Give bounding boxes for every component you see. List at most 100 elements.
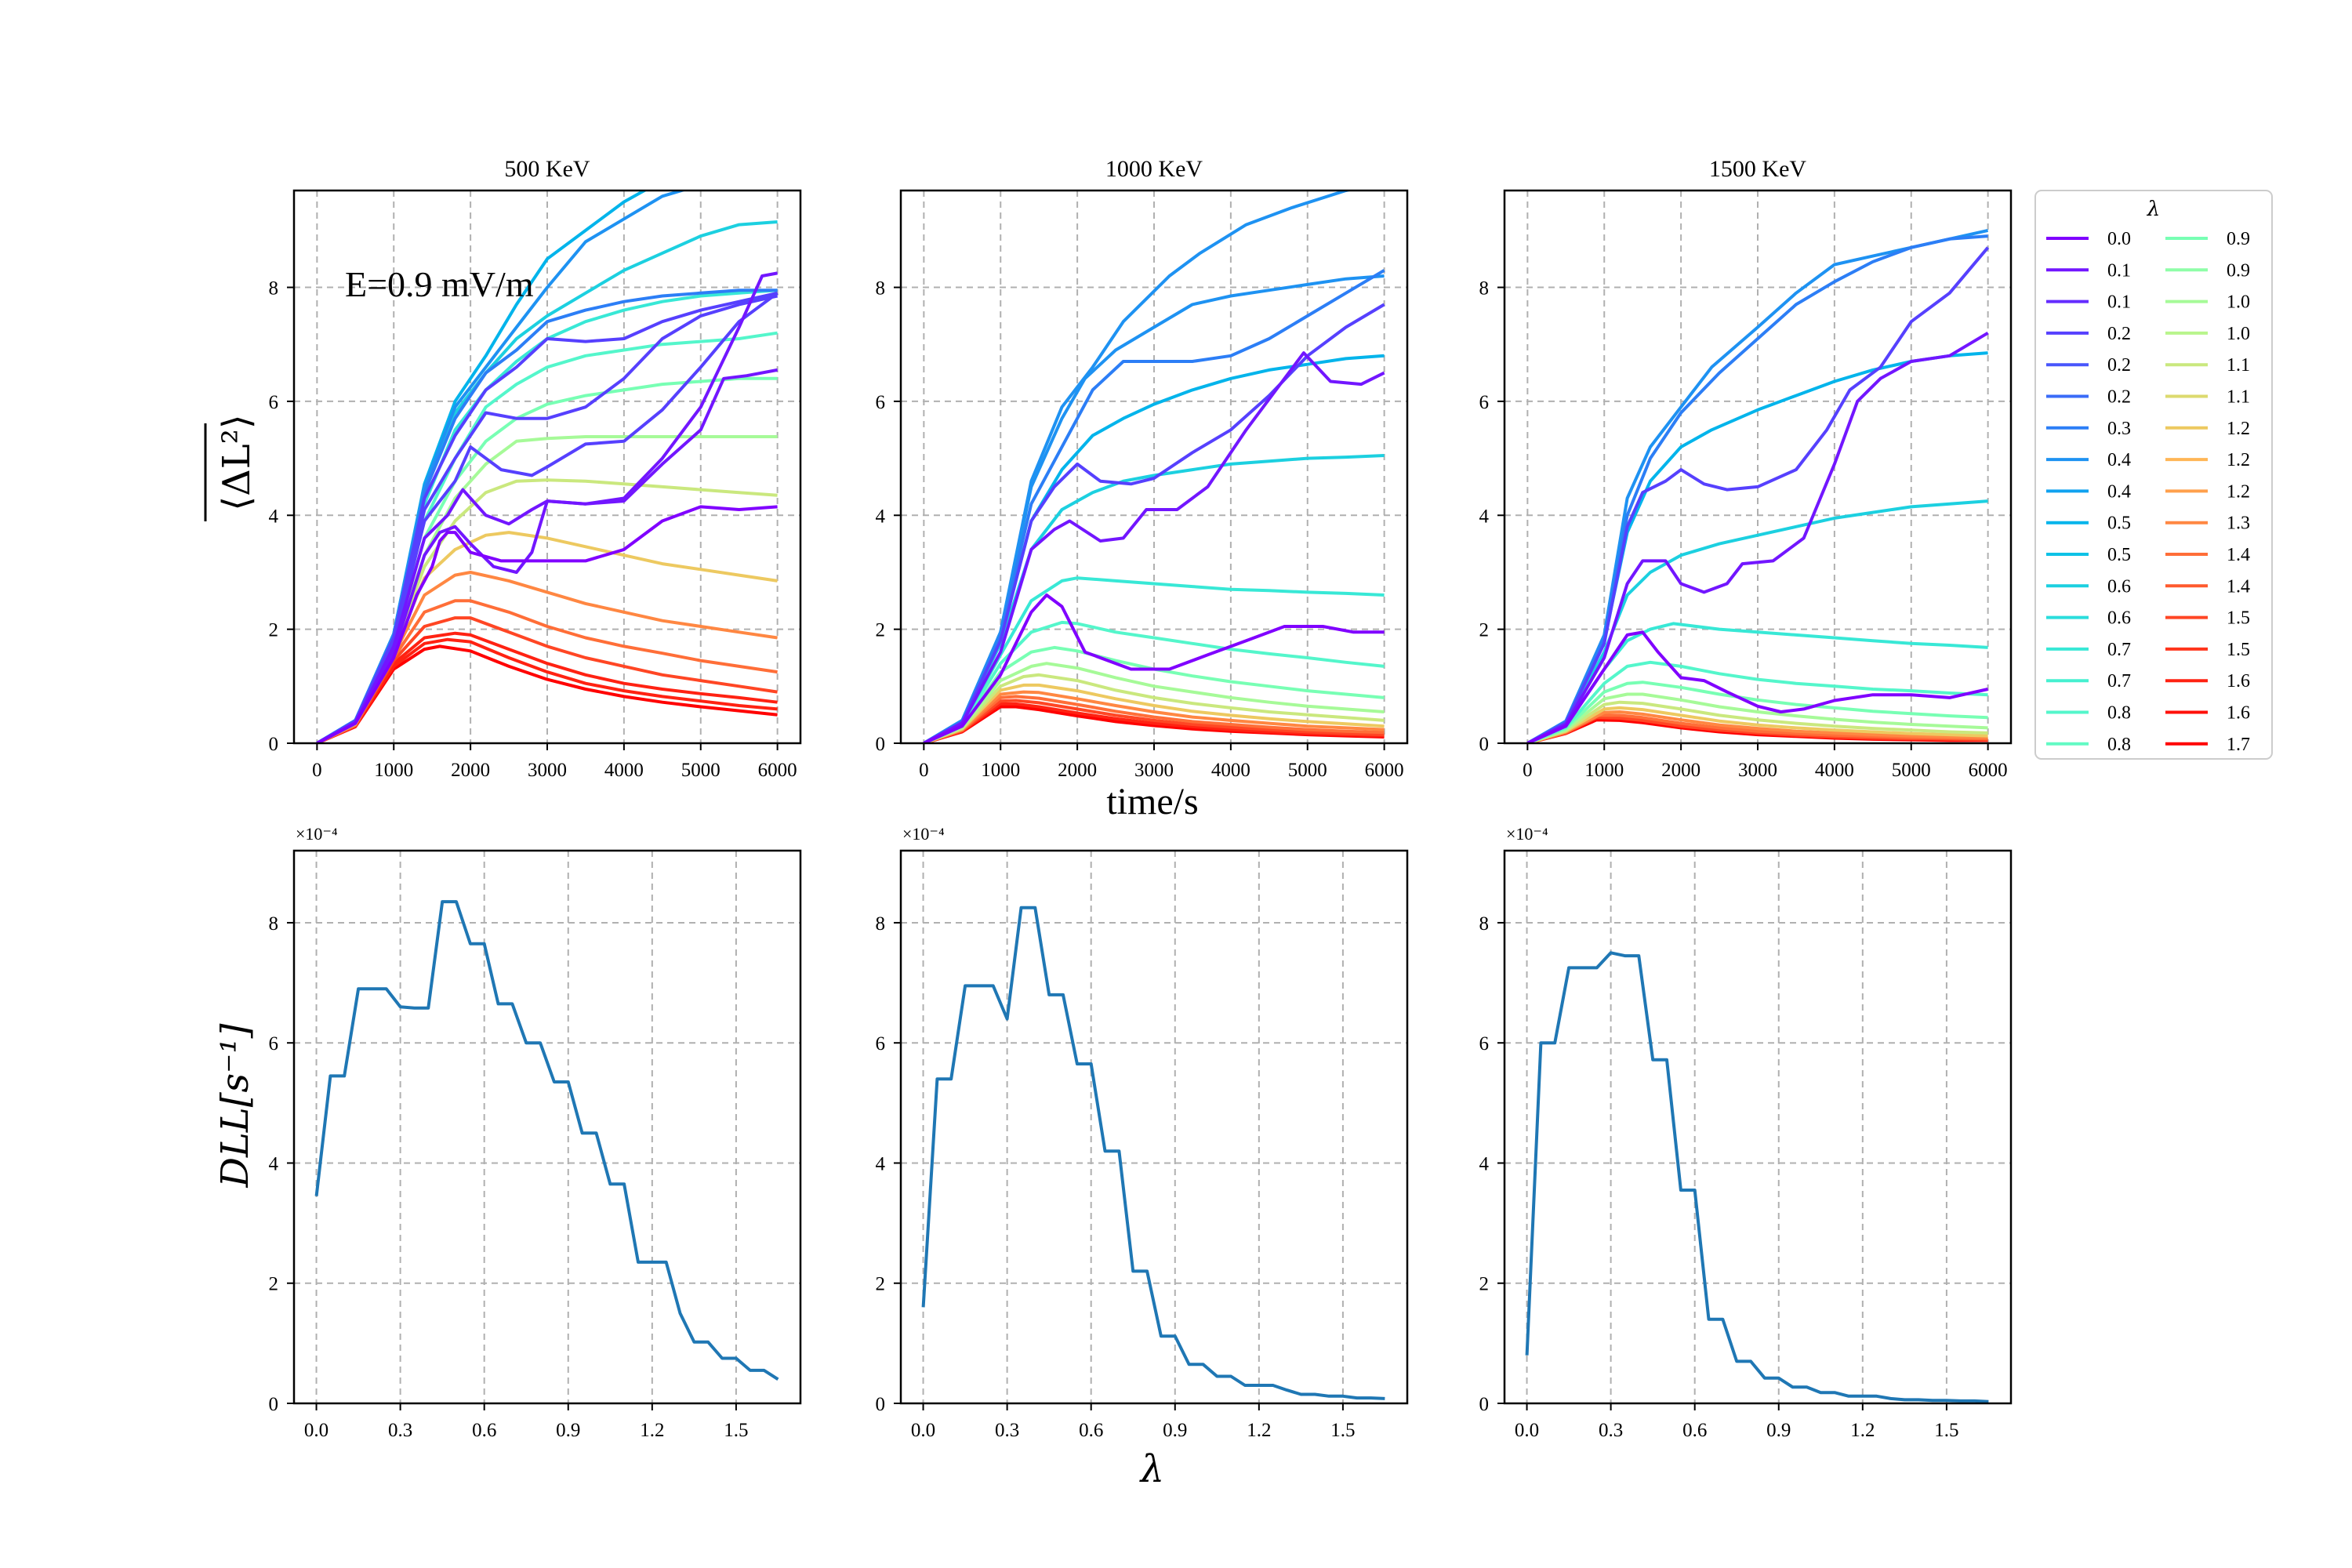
panel-data (316, 191, 779, 743)
annotation-text: E=0.9 mV/m (345, 264, 534, 304)
series-line-1-1 (1526, 700, 1988, 743)
series-line-1-6 (923, 702, 1385, 743)
x-tick-label: 1.2 (640, 1420, 664, 1441)
legend-label: 1.1 (2227, 387, 2250, 408)
y-tick-label: 8 (1479, 278, 1490, 299)
dll-line (1525, 951, 1989, 1403)
legend-label: 1.6 (2227, 703, 2250, 724)
panel-3: 0 1000 2000 3000 4000 5000 6000 0 2 4 6 8 1500 KeV (1479, 156, 2013, 781)
y-tick-label: 8 (876, 913, 886, 935)
panel-6: 0.0 0.3 0.6 0.9 1.2 1.5 0 2 4 6 8 ×10⁻⁴ (1479, 824, 2013, 1441)
panel-4: 0.0 0.3 0.6 0.9 1.2 1.5 0 2 4 6 8 ×10⁻⁴ (269, 824, 802, 1441)
axes-frame (899, 189, 1409, 745)
legend-label: 1.5 (2227, 640, 2250, 660)
y-tick-label: 0 (269, 734, 279, 755)
series-line-0-2 (923, 303, 1385, 743)
y-tick-label: 2 (269, 1274, 279, 1295)
x-tick-label: 3000 (1134, 760, 1174, 781)
series-line-1-6 (316, 631, 778, 743)
series-line-1-2 (1526, 706, 1988, 743)
y-tick-label: 0 (876, 734, 886, 755)
x-tick-label: 0.6 (1682, 1420, 1707, 1441)
axes-frame (899, 849, 1409, 1405)
x-tick-label: 0.3 (1599, 1420, 1623, 1441)
top-xlabel: time/s (1106, 781, 1198, 822)
y-tick-label: 0 (1479, 1394, 1490, 1415)
x-tick-label: 0.0 (911, 1420, 935, 1441)
series-line-1-4 (316, 599, 778, 743)
x-tick-label: 5000 (1288, 760, 1327, 781)
x-tick-label: 1.2 (1247, 1420, 1271, 1441)
legend-label: 0.3 (2107, 419, 2131, 439)
x-tick-label: 0.9 (1766, 1420, 1791, 1441)
legend-box (2034, 190, 2273, 760)
panel-title: 1500 KeV (1709, 156, 1806, 182)
y-tick-label: 2 (1479, 620, 1490, 641)
axis-multiplier: ×10⁻⁴ (296, 824, 338, 844)
y-tick-label: 4 (269, 506, 279, 527)
panel-5: 0.0 0.3 0.6 0.9 1.2 1.5 0 2 4 6 8 ×10⁻⁴ (876, 824, 1409, 1441)
axis-multiplier: ×10⁻⁴ (1506, 824, 1548, 844)
legend-label: 1.4 (2227, 545, 2250, 565)
y-tick-label: 6 (1479, 392, 1490, 413)
series-line-1-7 (316, 644, 778, 743)
panel-2: 0 1000 2000 3000 4000 5000 6000 0 2 4 6 8 1000 KeV (876, 156, 1409, 781)
panel-1: 0 1000 2000 3000 4000 5000 6000 0 2 4 6 8 500 KeV (269, 156, 802, 781)
x-tick-label: 4000 (1211, 760, 1250, 781)
panel-data (921, 906, 1385, 1400)
y-tick-label: 0 (1479, 734, 1490, 755)
x-tick-label: 5000 (1892, 760, 1931, 781)
y-tick-label: 6 (876, 1033, 886, 1054)
x-tick-label: 0.3 (995, 1420, 1019, 1441)
x-tick-label: 1.2 (1850, 1420, 1875, 1441)
legend-label: 0.2 (2107, 387, 2131, 408)
series-line-0-8 (923, 620, 1385, 743)
axes-frame (292, 189, 802, 745)
legend-label: 0.7 (2107, 640, 2131, 660)
dll-line (921, 906, 1385, 1400)
dll-line (314, 900, 779, 1381)
bottom-xlabel: λ (1139, 1447, 1164, 1491)
x-tick-label: 1.5 (724, 1420, 748, 1441)
x-tick-label: 3000 (528, 760, 567, 781)
y-tick-label: 6 (1479, 1033, 1490, 1054)
legend-label: 0.6 (2107, 608, 2131, 629)
panel-title: 1000 KeV (1105, 156, 1203, 182)
legend-label: 1.3 (2227, 514, 2250, 534)
x-tick-label: 0 (1523, 760, 1533, 781)
x-tick-label: 0 (919, 760, 929, 781)
y-tick-label: 2 (876, 1274, 886, 1295)
y-tick-label: 8 (269, 278, 279, 299)
series-line-1-1 (923, 673, 1385, 743)
legend-label: 1.0 (2227, 324, 2250, 344)
x-tick-label: 0.3 (388, 1420, 412, 1441)
y-tick-label: 0 (269, 1394, 279, 1415)
x-tick-label: 5000 (681, 760, 720, 781)
legend-label: 1.5 (2227, 608, 2250, 629)
y-tick-label: 4 (1479, 506, 1490, 527)
x-tick-label: 1000 (981, 760, 1020, 781)
series-line-1-0 (923, 662, 1385, 743)
series-line-1-5 (923, 699, 1385, 743)
y-tick-label: 8 (1479, 913, 1490, 935)
panel-title: 500 KeV (504, 156, 590, 182)
x-tick-label: 1.5 (1330, 1420, 1355, 1441)
series-line-0-9 (923, 645, 1385, 743)
axes-frame (292, 849, 802, 1405)
y-tick-label: 6 (269, 392, 279, 413)
x-tick-label: 0.6 (1079, 1420, 1103, 1441)
x-tick-label: 1000 (374, 760, 413, 781)
legend-label: 0.5 (2107, 545, 2131, 565)
series-line-0-1 (1526, 331, 1989, 743)
y-tick-label: 0 (876, 1394, 886, 1415)
y-tick-label: 4 (876, 506, 886, 527)
series-line-1-2 (923, 683, 1385, 743)
top-ylabel: ⟨ΔL²⟩ (215, 414, 259, 510)
y-tick-label: 2 (1479, 1274, 1490, 1295)
panel-data (1526, 228, 1990, 743)
series-line-0-7 (923, 576, 1385, 743)
y-tick-label: 2 (876, 620, 886, 641)
panel-data (923, 191, 1385, 743)
